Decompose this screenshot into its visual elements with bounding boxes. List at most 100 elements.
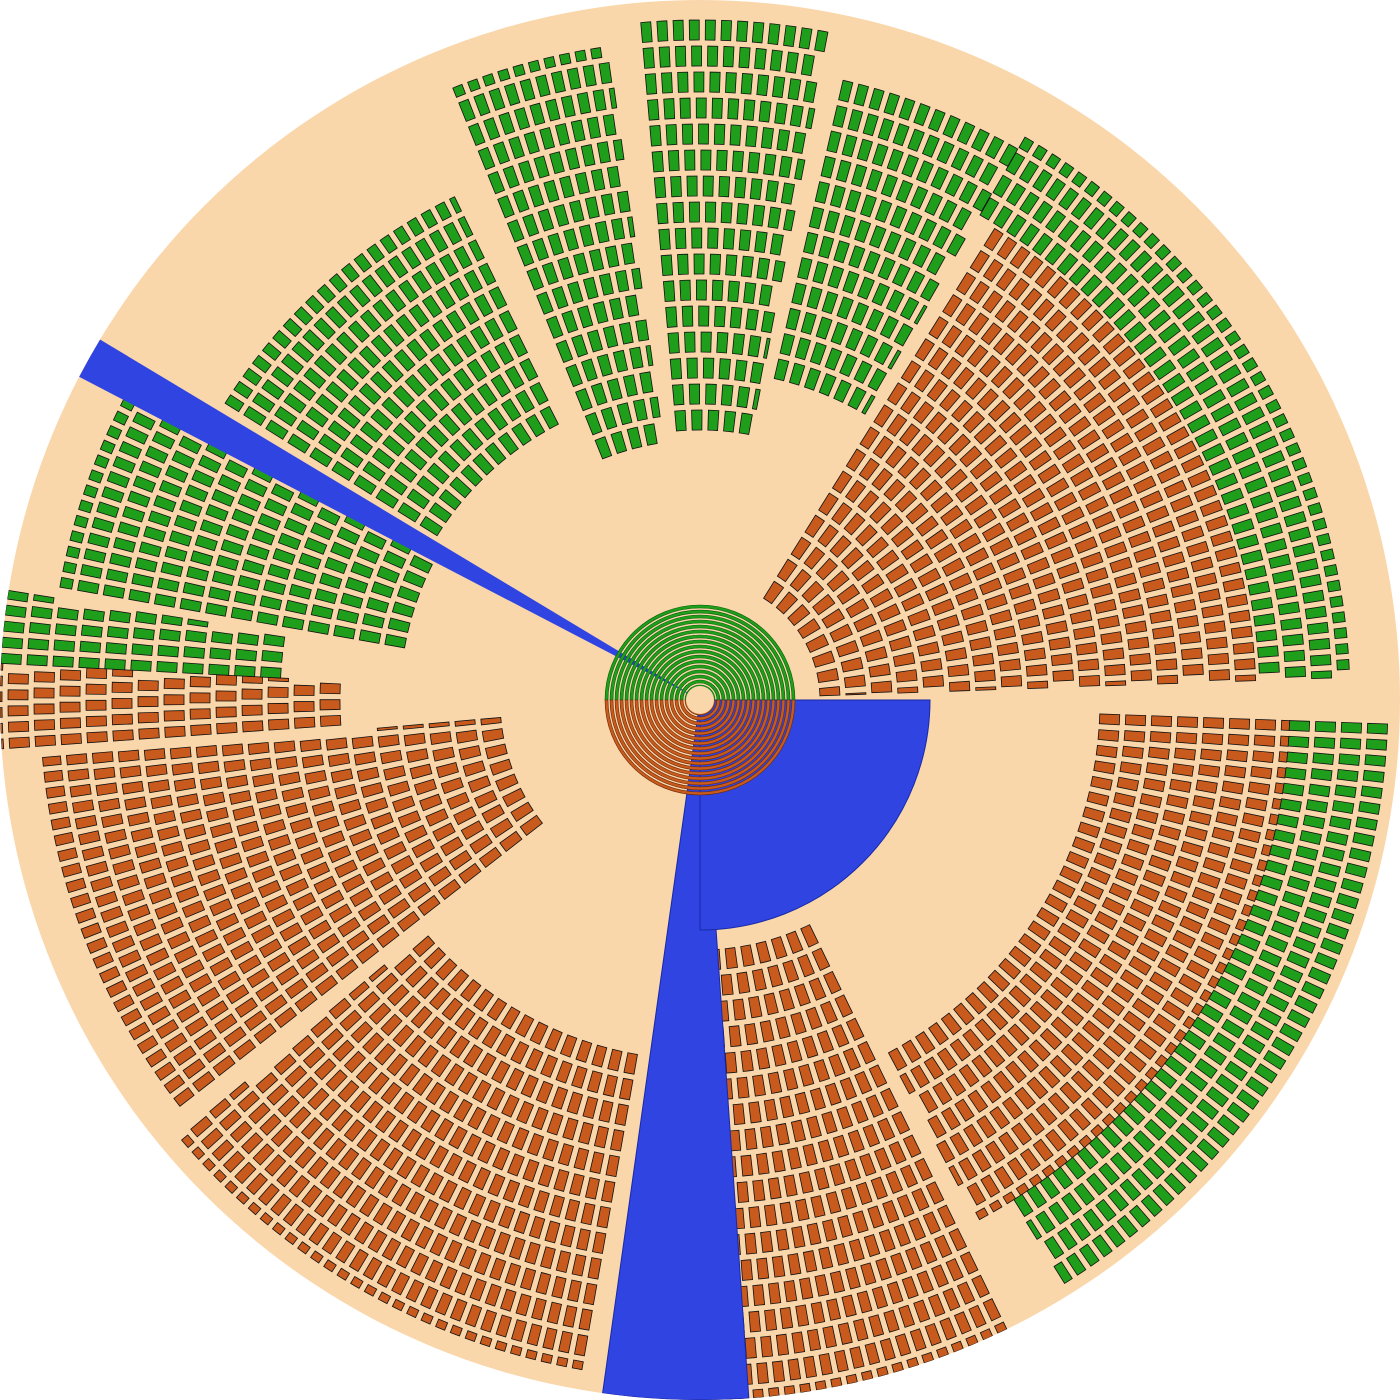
brown-block-icon xyxy=(216,722,238,735)
brown-block-icon xyxy=(1148,854,1172,872)
brown-block-icon xyxy=(573,1147,590,1171)
brown-block-icon xyxy=(519,1267,537,1291)
brown-block-icon xyxy=(840,1186,858,1210)
green-block-icon xyxy=(251,354,272,374)
brown-block-icon xyxy=(251,865,276,884)
brown-block-icon xyxy=(965,991,988,1015)
brown-block-icon xyxy=(104,828,128,844)
green-block-icon xyxy=(649,396,661,419)
green-block-icon xyxy=(96,501,120,518)
brown-block-icon xyxy=(1080,551,1104,569)
brown-block-icon xyxy=(1056,561,1080,580)
brown-block-icon xyxy=(319,1098,342,1122)
brown-block-icon xyxy=(1080,881,1104,900)
brown-block-icon xyxy=(1169,778,1192,793)
green-block-icon xyxy=(674,409,687,432)
brown-block-icon xyxy=(1113,792,1136,808)
green-block-icon xyxy=(841,134,858,158)
brown-block-icon xyxy=(1095,744,1118,759)
brown-block-icon xyxy=(802,1250,818,1273)
brown-block-icon xyxy=(744,1337,757,1359)
brown-block-icon xyxy=(8,736,31,749)
green-block-icon xyxy=(700,149,712,171)
brown-block-icon xyxy=(1013,526,1037,546)
brown-block-icon xyxy=(1133,1038,1157,1061)
green-block-icon xyxy=(684,331,696,353)
brown-block-icon xyxy=(859,1153,877,1177)
brown-block-icon xyxy=(458,745,482,761)
green-block-icon xyxy=(314,588,338,605)
brown-block-icon xyxy=(557,1143,575,1167)
green-block-icon xyxy=(850,164,868,188)
brown-block-icon xyxy=(434,1292,453,1316)
brown-block-icon xyxy=(1041,1164,1056,1178)
brown-block-icon xyxy=(419,793,443,812)
brown-block-icon xyxy=(111,698,133,709)
green-block-icon xyxy=(950,147,970,171)
brown-block-icon xyxy=(537,1164,555,1188)
green-block-icon xyxy=(1224,330,1242,347)
green-block-icon xyxy=(1271,1036,1295,1057)
brown-block-icon xyxy=(313,875,337,895)
green-block-icon xyxy=(742,99,756,121)
brown-block-icon xyxy=(555,1060,573,1084)
brown-block-icon xyxy=(949,1132,970,1156)
brown-block-icon xyxy=(973,508,997,529)
green-block-icon xyxy=(467,78,481,93)
brown-block-icon xyxy=(1141,384,1165,406)
green-block-icon xyxy=(1144,1079,1167,1102)
green-block-icon xyxy=(815,316,833,340)
brown-block-icon xyxy=(484,1283,502,1307)
brown-block-icon xyxy=(316,815,340,833)
brown-block-icon xyxy=(154,902,178,920)
brown-block-icon xyxy=(169,746,192,760)
brown-block-icon xyxy=(831,470,853,494)
brown-block-icon xyxy=(105,980,128,998)
green-block-icon xyxy=(848,245,866,269)
brown-block-icon xyxy=(959,1251,979,1275)
brown-block-icon xyxy=(975,686,997,691)
green-block-icon xyxy=(578,224,595,248)
green-block-icon xyxy=(543,179,560,203)
brown-block-icon xyxy=(176,793,199,808)
green-block-icon xyxy=(944,173,964,197)
brown-block-icon xyxy=(1004,343,1027,366)
brown-block-icon xyxy=(489,758,513,776)
brown-block-icon xyxy=(998,411,1022,434)
brown-block-icon xyxy=(1008,945,1032,968)
green-block-icon xyxy=(1057,1227,1078,1251)
green-block-icon xyxy=(1214,472,1239,491)
brown-block-icon xyxy=(542,1138,559,1162)
brown-block-icon xyxy=(173,1086,195,1107)
brown-block-icon xyxy=(1050,652,1073,667)
green-block-icon xyxy=(514,389,535,414)
brown-block-icon xyxy=(1101,471,1126,491)
brown-block-icon xyxy=(472,1166,492,1191)
green-block-icon xyxy=(1237,933,1261,952)
brown-block-icon xyxy=(222,1150,246,1173)
green-block-icon xyxy=(1249,370,1267,387)
green-block-icon xyxy=(773,358,790,382)
brown-block-icon xyxy=(201,943,226,963)
brown-block-icon xyxy=(861,573,885,595)
brown-block-icon xyxy=(0,691,3,703)
green-block-icon xyxy=(946,233,966,257)
brown-block-icon xyxy=(919,479,943,502)
brown-block-icon xyxy=(335,1240,356,1264)
brown-block-icon xyxy=(1098,368,1122,391)
green-block-icon xyxy=(153,593,177,608)
green-block-icon xyxy=(138,541,162,558)
brown-block-icon xyxy=(1175,510,1200,528)
green-block-icon xyxy=(787,78,802,101)
green-block-icon xyxy=(466,358,488,382)
brown-block-icon xyxy=(979,1328,994,1341)
green-block-icon xyxy=(1006,214,1027,238)
green-block-icon xyxy=(667,332,680,354)
green-block-icon xyxy=(1165,255,1183,273)
green-block-icon xyxy=(1086,1172,1108,1196)
green-block-icon xyxy=(1202,388,1227,409)
brown-block-icon xyxy=(417,894,441,917)
brown-block-icon xyxy=(1007,1023,1030,1046)
brown-block-icon xyxy=(1046,477,1070,498)
green-block-icon xyxy=(964,154,984,179)
